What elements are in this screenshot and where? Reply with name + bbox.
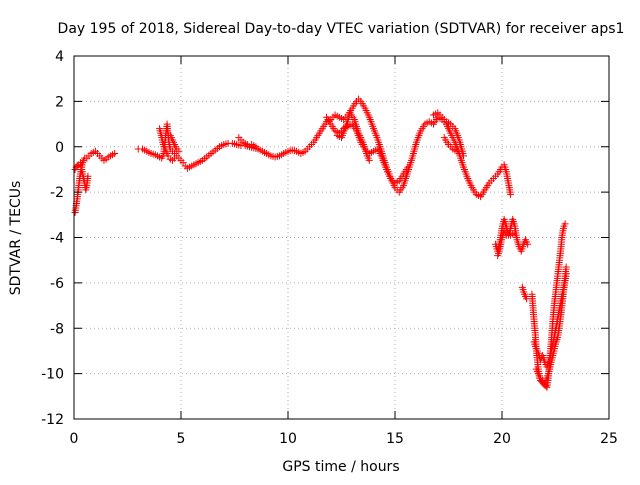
data-point xyxy=(84,172,92,180)
data-point xyxy=(562,263,570,271)
data-point xyxy=(453,147,461,155)
data-point xyxy=(511,229,519,237)
y-tick-label: -2 xyxy=(50,185,64,201)
x-tick-label: 20 xyxy=(493,431,511,447)
data-point xyxy=(365,156,373,164)
data-point xyxy=(459,152,467,160)
y-tick-label: -4 xyxy=(50,231,64,247)
x-tick-label: 25 xyxy=(600,431,618,447)
y-tick-label: -12 xyxy=(41,412,64,428)
data-points xyxy=(71,95,570,391)
data-point xyxy=(561,220,569,228)
x-tick-label: 5 xyxy=(177,431,186,447)
data-point xyxy=(524,240,532,248)
y-axis-label: SDTVAR / TECUs xyxy=(8,181,24,296)
y-tick-label: 4 xyxy=(55,49,64,65)
x-tick-label: 10 xyxy=(279,431,297,447)
data-point xyxy=(507,190,515,198)
data-point xyxy=(73,162,81,170)
grid xyxy=(74,56,609,419)
y-tick-label: -10 xyxy=(41,367,64,383)
y-tick-label: -8 xyxy=(50,321,64,337)
data-point xyxy=(111,150,119,158)
y-tick-label: 2 xyxy=(55,94,64,110)
x-tick-label: 15 xyxy=(386,431,404,447)
y-tick-label: 0 xyxy=(55,140,64,156)
y-tick-label: -6 xyxy=(50,276,64,292)
x-tick-label: 0 xyxy=(70,431,79,447)
axis-ticks: 0 5 10 15 20 25 -12 -10 -8 -6 -4 -2 0 2 4 xyxy=(41,49,618,447)
chart-title: Day 195 of 2018, Sidereal Day-to-day VTE… xyxy=(58,21,625,37)
data-point xyxy=(171,154,179,162)
data-point xyxy=(562,270,570,278)
x-axis-label: GPS time / hours xyxy=(282,459,399,475)
data-point xyxy=(252,143,260,151)
data-point xyxy=(404,163,412,171)
data-point xyxy=(175,147,183,155)
